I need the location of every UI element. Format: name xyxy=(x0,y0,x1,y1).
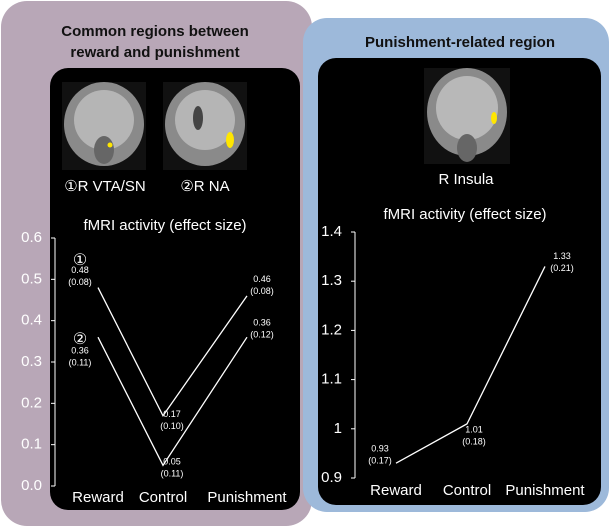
y-tick-label: 1.3 xyxy=(321,272,342,289)
image-label: R Insula xyxy=(438,171,494,188)
value-label: 1.33 xyxy=(553,251,571,261)
panel-heading: Punishment-related region xyxy=(365,34,555,51)
x-tick-label: Reward xyxy=(72,489,124,506)
chart-title: fMRI activity (effect size) xyxy=(383,206,546,223)
value-label: 0.17 xyxy=(163,409,181,419)
y-tick-label: 1 xyxy=(334,420,342,437)
brain-image xyxy=(62,82,146,170)
series-name: ① xyxy=(73,252,87,269)
image-label: ①R VTA/SN xyxy=(64,178,146,195)
se-label: (0.08) xyxy=(68,277,92,287)
y-tick-label: 0.2 xyxy=(21,394,42,411)
se-label: (0.18) xyxy=(462,436,486,446)
panel-heading: Common regions between xyxy=(61,23,249,40)
y-tick-label: 0.9 xyxy=(321,469,342,486)
y-tick-label: 1.2 xyxy=(321,321,342,338)
se-label: (0.10) xyxy=(160,421,184,431)
y-tick-label: 0.3 xyxy=(21,353,42,370)
left-inner xyxy=(50,68,300,510)
series-line xyxy=(97,287,248,417)
right-inner xyxy=(318,58,601,505)
x-tick-label: Punishment xyxy=(505,482,585,499)
x-tick-label: Control xyxy=(139,489,187,506)
y-tick-label: 0.6 xyxy=(21,229,42,246)
se-label: (0.11) xyxy=(161,469,184,479)
value-label: 0.05 xyxy=(163,457,181,467)
series-line xyxy=(97,336,248,467)
value-label: 0.48 xyxy=(71,265,89,275)
value-label: 0.46 xyxy=(253,274,271,284)
se-label: (0.12) xyxy=(250,330,274,340)
value-label: 0.36 xyxy=(71,346,89,356)
se-label: (0.17) xyxy=(368,456,392,466)
series-name: ② xyxy=(73,331,87,348)
x-tick-label: Control xyxy=(443,482,491,499)
y-tick-label: 0.4 xyxy=(21,312,42,329)
se-label: (0.08) xyxy=(250,286,274,296)
y-tick-label: 0.5 xyxy=(21,270,42,287)
y-tick-label: 0.0 xyxy=(21,477,42,494)
y-tick-label: 1.4 xyxy=(321,223,342,240)
y-tick-label: 1.1 xyxy=(321,371,342,388)
value-label: 1.01 xyxy=(465,424,483,434)
x-tick-label: Punishment xyxy=(207,489,287,506)
brain-image xyxy=(424,68,510,164)
x-tick-label: Reward xyxy=(370,482,422,499)
se-label: (0.11) xyxy=(69,358,92,368)
brain-image xyxy=(163,82,247,170)
se-label: (0.21) xyxy=(550,263,574,273)
y-tick-label: 0.1 xyxy=(21,436,42,453)
series-line xyxy=(395,266,546,464)
image-label: ②R NA xyxy=(180,178,229,195)
panel-heading: reward and punishment xyxy=(70,44,239,61)
value-label: 0.36 xyxy=(253,318,271,328)
chart-title: fMRI activity (effect size) xyxy=(83,217,246,234)
value-label: 0.93 xyxy=(371,444,389,454)
